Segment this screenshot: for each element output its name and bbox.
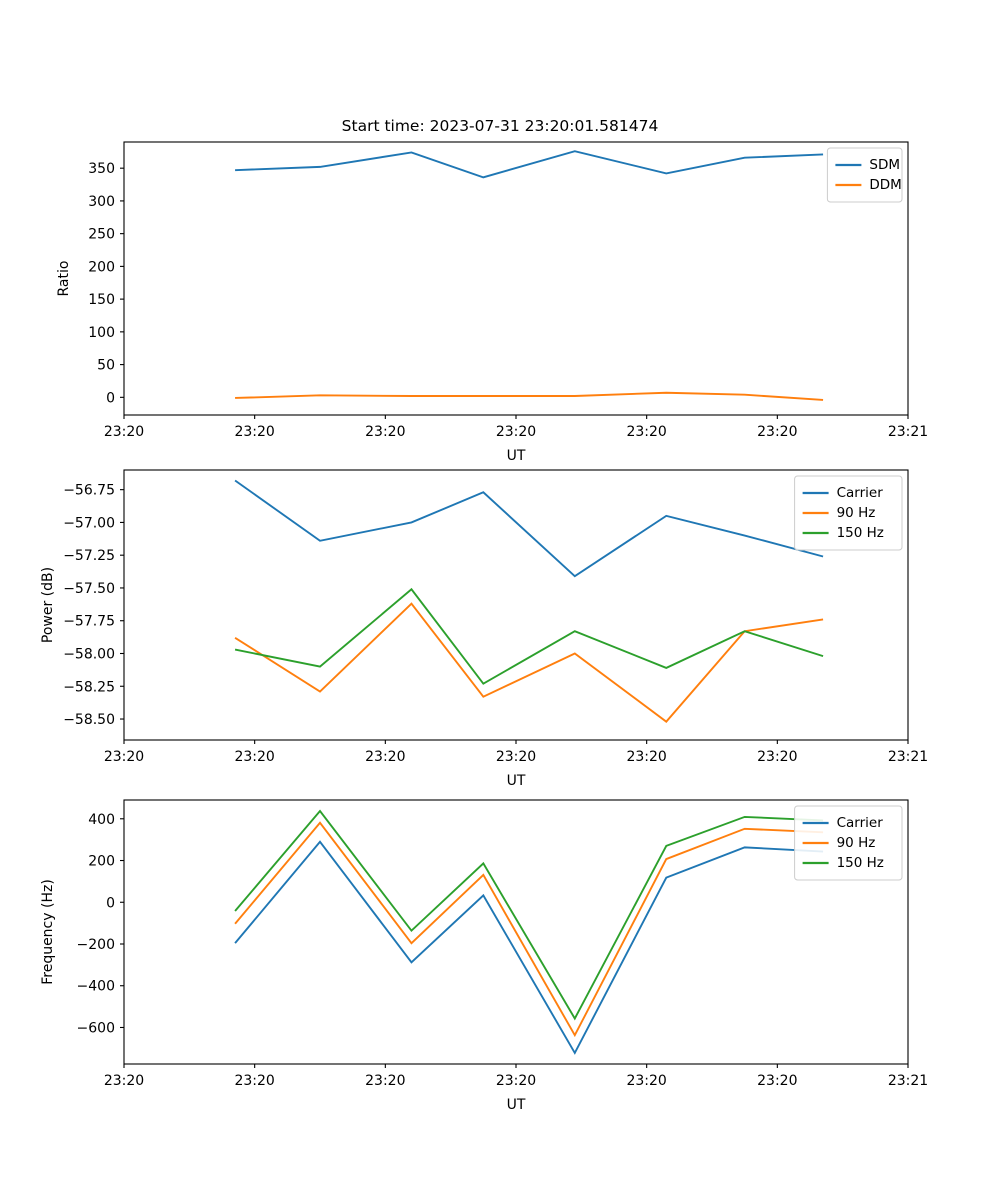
x-tick-label: 23:20 — [496, 424, 536, 440]
y-tick-label: 0 — [106, 895, 115, 911]
y-tick-label: 50 — [97, 358, 115, 374]
y-tick-label: −57.00 — [63, 515, 115, 531]
series-line-150-hz — [234, 587, 824, 685]
y-tick-label: −58.50 — [63, 712, 115, 728]
figure-title: Start time: 2023-07-31 23:20:01.581474 — [341, 117, 659, 135]
y-tick-label: 250 — [88, 227, 115, 243]
x-tick-label: 23:20 — [496, 1073, 536, 1089]
y-tick-label: 100 — [88, 325, 115, 341]
y-tick-label: 0 — [106, 390, 115, 406]
x-tick-label: 23:20 — [757, 749, 797, 765]
y-tick-label: −57.25 — [63, 548, 115, 564]
y-tick-label: −58.00 — [63, 646, 115, 662]
legend-box — [794, 805, 903, 881]
y-tick-label: 400 — [88, 812, 115, 828]
legend-label-sdm[interactable]: SDM — [869, 157, 900, 173]
x-tick-label: 23:21 — [888, 1073, 928, 1089]
legend-box — [794, 475, 903, 551]
series-line-150-hz — [234, 809, 824, 1021]
y-axis-label: Ratio — [56, 261, 72, 297]
x-tick-label: 23:20 — [104, 1073, 144, 1089]
y-tick-label: −200 — [77, 937, 115, 953]
y-tick-label: 150 — [88, 292, 115, 308]
x-tick-label: 23:20 — [104, 749, 144, 765]
x-tick-label: 23:20 — [757, 424, 797, 440]
series-line-sdm — [235, 150, 824, 179]
x-tick-label: 23:20 — [626, 1073, 666, 1089]
x-tick-label: 23:20 — [626, 424, 666, 440]
x-tick-label: 23:20 — [104, 424, 144, 440]
subplot-ratio: 23:20 23:20 23:20 23:20 23:20 23:20 23:21 0 50 10… — [0, 0, 1000, 464]
legend-label-90-hz[interactable]: 90 Hz — [837, 505, 876, 521]
y-axis-label: Frequency (Hz) — [40, 879, 56, 985]
x-tick-label: 23:20 — [234, 424, 274, 440]
series-line-carrier — [234, 479, 824, 578]
y-tick-label: −58.25 — [63, 679, 115, 695]
x-axis-label: UT — [507, 1097, 526, 1113]
x-tick-label: 23:20 — [365, 424, 405, 440]
y-tick-label: 300 — [88, 194, 115, 210]
x-tick-label: 23:20 — [234, 1073, 274, 1089]
ratio-axes: 23:20 23:20 23:20 23:20 23:20 23:20 23:21 0 50 10… — [56, 141, 928, 464]
legend-label-carrier[interactable]: Carrier — [837, 485, 884, 501]
x-tick-label: 23:20 — [496, 749, 536, 765]
x-tick-label: 23:21 — [888, 749, 928, 765]
y-tick-label: −400 — [77, 979, 115, 995]
y-tick-label: −57.50 — [63, 581, 115, 597]
series-line-ddm — [235, 391, 824, 401]
x-tick-label: 23:20 — [365, 749, 405, 765]
legend-box — [826, 147, 903, 203]
legend-label-150-hz[interactable]: 150 Hz — [837, 525, 884, 541]
x-tick-label: 23:20 — [365, 1073, 405, 1089]
legend-label-150-hz[interactable]: 150 Hz — [837, 855, 884, 871]
x-tick-label: 23:20 — [757, 1073, 797, 1089]
y-tick-label: −600 — [77, 1020, 115, 1036]
x-axis-label: UT — [507, 448, 526, 464]
legend-label-carrier[interactable]: Carrier — [837, 815, 884, 831]
x-axis-label: UT — [507, 773, 526, 789]
legend-label-ddm[interactable]: DDM — [869, 177, 901, 193]
frequency-axes: 23:20 23:20 23:20 23:20 23:20 23:20 23:21 −600 −… — [40, 799, 928, 1113]
y-tick-label: 350 — [88, 161, 115, 177]
y-axis-label: Power (dB) — [40, 567, 56, 643]
x-tick-label: 23:20 — [626, 749, 666, 765]
x-tick-label: 23:21 — [888, 424, 928, 440]
series-line-carrier — [234, 840, 824, 1055]
x-tick-label: 23:20 — [234, 749, 274, 765]
y-tick-label: −56.75 — [63, 483, 115, 499]
series-line-90-hz — [234, 821, 824, 1038]
y-tick-label: 200 — [88, 259, 115, 275]
legend-label-90-hz[interactable]: 90 Hz — [837, 835, 876, 851]
y-tick-label: 200 — [88, 854, 115, 870]
power-axes: 23:20 23:20 23:20 23:20 23:20 23:20 23:21 −58.5… — [40, 469, 928, 789]
y-tick-label: −57.75 — [63, 614, 115, 630]
subplot-power: 23:20 23:20 23:20 23:20 23:20 23:20 23:21 −58.5… — [40, 469, 928, 789]
series-line-90-hz — [234, 602, 824, 723]
subplot-frequency: 23:20 23:20 23:20 23:20 23:20 23:20 23:21 −600 −… — [40, 799, 928, 1113]
